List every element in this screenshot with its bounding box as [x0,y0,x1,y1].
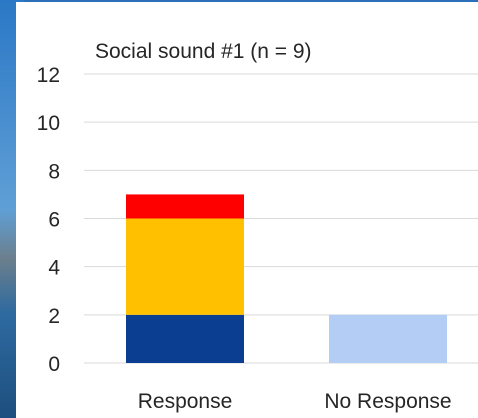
y-tick-label-12: 12 [37,64,60,87]
x-axis-category-labels: Response No Response [138,390,452,413]
bar-response-segment-1 [126,314,244,363]
y-tick-label-8: 8 [48,160,60,183]
chart-title: Social sound #1 (n = 9) [95,40,312,63]
x-category-label-2: No Response [324,390,451,413]
bars [126,194,447,363]
stacked-bar-chart: 0 2 4 6 8 10 12 Response No Response Social sou… [37,40,478,413]
y-tick-label-6: 6 [48,209,60,232]
bar-response-segment-3 [126,194,244,219]
y-tick-label-2: 2 [48,305,60,328]
y-tick-label-10: 10 [37,112,60,135]
x-category-label-1: Response [138,390,233,413]
y-tick-label-0: 0 [48,353,60,376]
bar-no-response-segment-1 [329,314,447,363]
bar-response-segment-2 [126,218,244,315]
y-tick-label-4: 4 [48,257,60,280]
chart-panel: 0 2 4 6 8 10 12 Response No Response Social sou… [16,2,478,418]
y-axis-tick-labels: 0 2 4 6 8 10 12 [37,64,61,376]
